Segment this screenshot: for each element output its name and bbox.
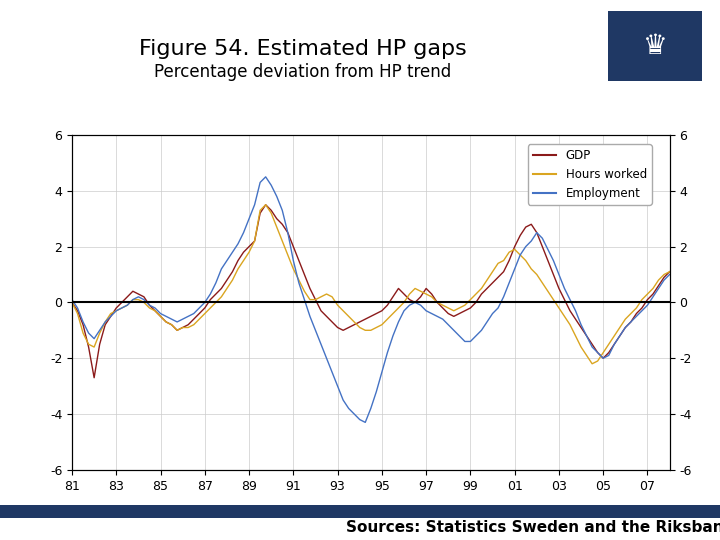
GDP (261, 201, 270, 208)
GDP (90, 374, 99, 381)
Hours worked (499, 257, 508, 264)
Hours worked (366, 327, 375, 334)
GDP (505, 257, 513, 264)
Line: Hours worked: Hours worked (72, 205, 675, 364)
Employment (665, 271, 674, 278)
Employment (372, 388, 381, 395)
Employment (245, 215, 253, 222)
Text: ♛: ♛ (643, 32, 667, 60)
Employment (643, 302, 652, 308)
Hours worked (261, 201, 270, 208)
Employment (505, 280, 513, 286)
Line: GDP: GDP (72, 205, 675, 377)
Hours worked (671, 266, 680, 272)
GDP (356, 319, 364, 325)
GDP (643, 296, 652, 303)
Text: Sources: Statistics Sweden and the Riksbank: Sources: Statistics Sweden and the Riksb… (346, 519, 720, 535)
Legend: GDP, Hours worked, Employment: GDP, Hours worked, Employment (528, 144, 652, 205)
Hours worked (350, 319, 359, 325)
Hours worked (643, 291, 652, 297)
Hours worked (588, 361, 596, 367)
Text: Percentage deviation from HP trend: Percentage deviation from HP trend (154, 63, 451, 81)
Hours worked (68, 299, 76, 306)
GDP (665, 268, 674, 275)
GDP (671, 266, 680, 272)
Hours worked (245, 249, 253, 255)
Employment (361, 419, 369, 426)
Employment (671, 268, 680, 275)
Employment (261, 173, 270, 180)
Employment (68, 296, 76, 303)
Employment (350, 411, 359, 417)
Text: Figure 54. Estimated HP gaps: Figure 54. Estimated HP gaps (138, 39, 467, 59)
GDP (372, 310, 381, 317)
Line: Employment: Employment (72, 177, 675, 422)
GDP (251, 238, 259, 244)
Hours worked (665, 268, 674, 275)
GDP (68, 299, 76, 306)
